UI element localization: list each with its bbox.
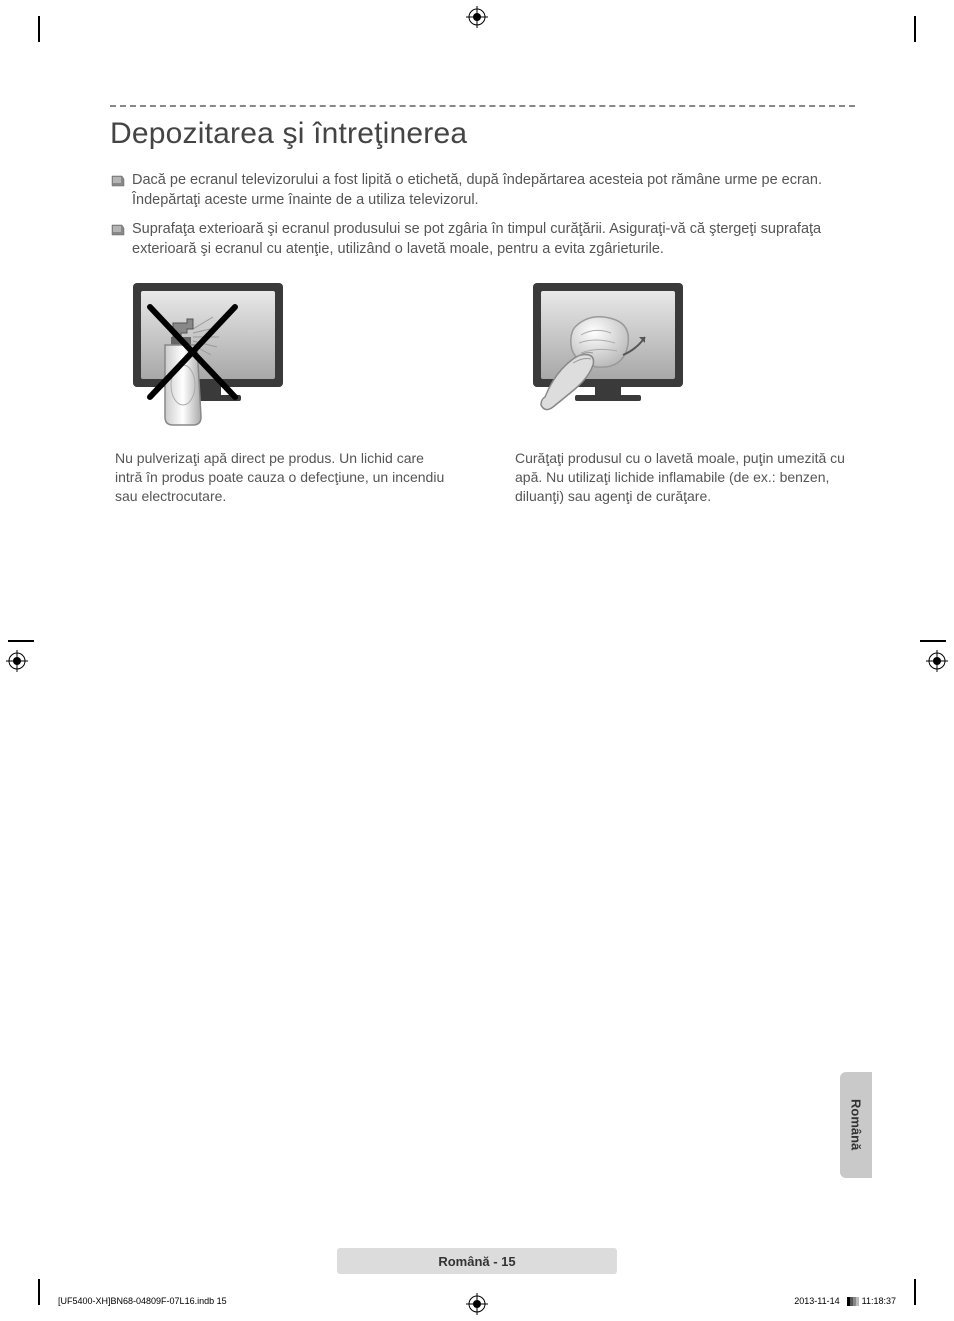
note-text: Suprafaţa exterioară şi ecranul produsul…	[132, 220, 855, 259]
note-item: Suprafaţa exterioară şi ecranul produsul…	[110, 220, 855, 259]
language-tab: Română	[840, 1072, 872, 1178]
language-tab-label: Română	[849, 1099, 864, 1150]
registration-mark-icon	[466, 6, 488, 28]
note-item: Dacă pe ecranul televizorului a fost lip…	[110, 171, 855, 210]
page-number-box: Română - 15	[337, 1248, 617, 1274]
figure-caption: Curăţaţi produsul cu o lavetă moale, puţ…	[515, 449, 855, 506]
process-color-icon	[847, 1297, 859, 1306]
page-title: Depozitarea şi întreţinerea	[110, 117, 855, 151]
note-icon	[110, 222, 126, 238]
figure-column: Curăţaţi produsul cu o lavetă moale, puţ…	[515, 277, 855, 506]
registration-mark-icon	[926, 650, 948, 672]
figure-wipe-cloth	[515, 277, 695, 432]
figure-column: Nu pulverizaţi apă direct pe produs. Un …	[115, 277, 455, 506]
registration-mark-icon	[466, 1293, 488, 1315]
registration-mark-icon	[6, 650, 28, 672]
figure-no-spray	[115, 277, 295, 432]
footer-filename: [UF5400-XH]BN68-04809F-07L16.indb 15	[58, 1296, 227, 1306]
section-divider	[110, 105, 855, 107]
page-number-label: Română - 15	[438, 1254, 515, 1269]
note-text: Dacă pe ecranul televizorului a fost lip…	[132, 171, 855, 210]
figure-caption: Nu pulverizaţi apă direct pe produs. Un …	[115, 449, 455, 506]
footer-timestamp: 2013-11-14 11:18:37	[794, 1296, 896, 1306]
note-icon	[110, 173, 126, 189]
